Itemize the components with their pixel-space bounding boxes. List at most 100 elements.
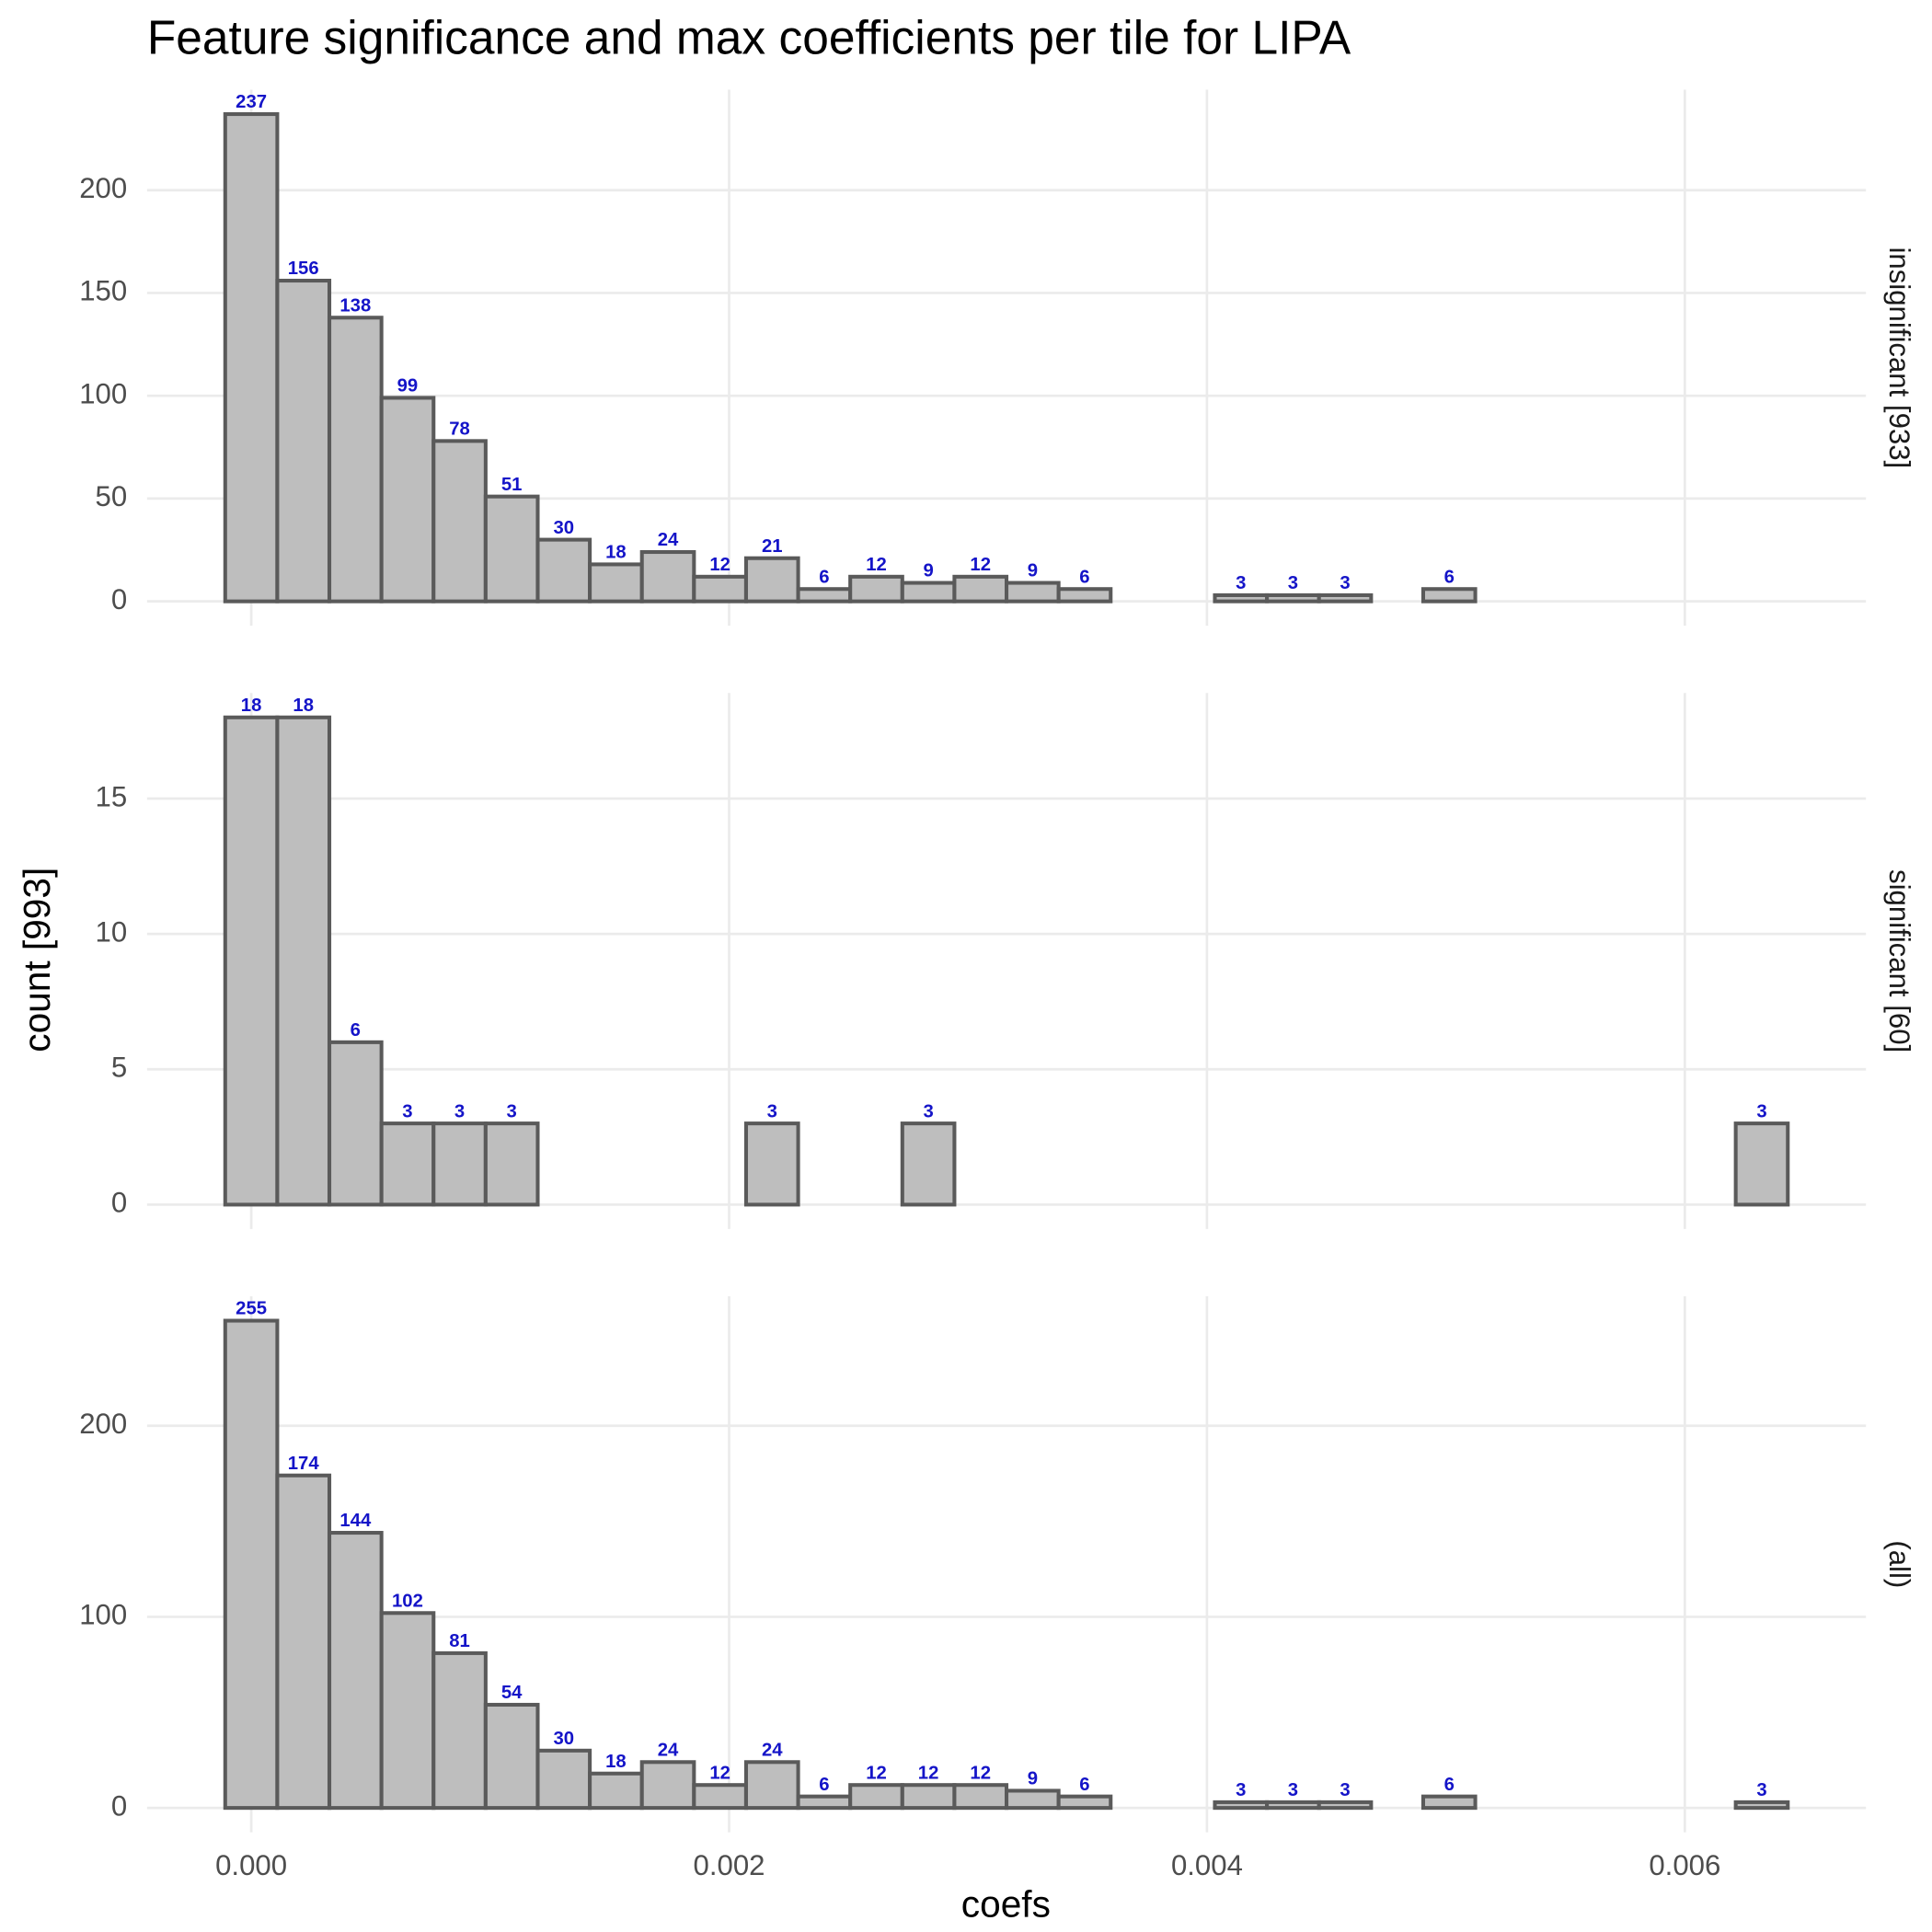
bar-value-label: 237 [236,92,267,112]
y-tick-label: 10 [96,915,128,948]
bar-value-label: 9 [923,561,933,581]
chart-title: Feature significance and max coefficient… [147,10,1351,63]
y-tick-label: 200 [79,172,127,204]
histogram-bar [1420,1794,1478,1811]
y-tick-label: 150 [79,275,127,307]
bar-value-label: 174 [288,1454,320,1474]
bar-value-label: 3 [1756,1101,1766,1121]
histogram-bar [639,1760,696,1811]
bar-value-label: 51 [501,475,523,495]
bar-value-label: 18 [605,543,627,563]
histogram-bar [223,1318,280,1811]
histogram-bar [275,715,332,1207]
bar-value-label: 12 [866,555,887,575]
bar-value-label: 12 [866,1763,887,1783]
bar-value-label: 12 [709,1763,730,1783]
histogram-bar [1317,1800,1374,1811]
histogram-bar [1213,1800,1270,1811]
bar-value-label: 9 [1028,1769,1038,1789]
histogram-bar [223,111,280,604]
y-tick-label: 200 [79,1408,127,1440]
histogram-bar [327,316,384,604]
histogram-bar [796,1794,853,1811]
histogram-bar [483,1121,540,1207]
bar-value-label: 24 [658,530,679,550]
histogram-bar [1213,592,1270,604]
y-tick-label: 100 [79,1599,127,1631]
bar-value-label: 3 [507,1101,517,1121]
bar-value-label: 18 [293,696,314,716]
bar-value-label: 81 [449,1631,470,1651]
facet-label: (all) [1883,1540,1915,1588]
bar-value-label: 6 [1444,567,1455,587]
bar-value-label: 24 [658,1740,679,1760]
y-tick-label: 0 [111,1789,127,1822]
bar-value-label: 6 [351,1020,361,1041]
histogram-bar [1733,1800,1790,1811]
histogram-bar [223,715,280,1207]
histogram-bar [535,1748,592,1811]
bar-value-label: 12 [918,1763,939,1783]
bar-value-label: 54 [501,1683,523,1703]
histogram-bar [588,562,644,604]
bar-value-label: 3 [1756,1780,1766,1800]
facet-label: insignificant [933] [1883,247,1915,468]
histogram-bar [327,1531,384,1811]
y-tick-label: 5 [111,1052,127,1084]
bar-value-label: 3 [1288,573,1298,593]
bar-value-label: 12 [970,555,991,575]
histogram-bar [796,587,853,604]
histogram-bar [1317,592,1374,604]
bar-value-label: 30 [554,1729,575,1749]
bar-value-label: 3 [1340,1780,1350,1800]
bar-value-label: 6 [819,567,829,587]
histogram-bar [483,494,540,604]
bar-value-label: 24 [762,1740,783,1760]
facet-label: significant [60] [1883,869,1915,1052]
histogram-bar [900,581,957,604]
x-tick-label: 0.000 [215,1849,287,1881]
histogram-bar [379,1611,436,1811]
bar-value-label: 9 [1028,561,1038,581]
bar-value-label: 12 [970,1763,991,1783]
histogram-bar [379,396,436,604]
y-axis-title: count [993] [16,868,58,1052]
histogram-bar [1004,1788,1061,1811]
bar-value-label: 102 [392,1591,423,1611]
histogram-bar [1004,581,1061,604]
bar-value-label: 6 [819,1775,829,1795]
histogram-bar [588,1771,644,1811]
x-tick-label: 0.006 [1649,1849,1720,1881]
bar-value-label: 255 [236,1299,267,1319]
bar-value-label: 6 [1079,567,1089,587]
histogram-bar [1265,592,1321,604]
bar-value-label: 3 [1236,573,1246,593]
bar-value-label: 3 [454,1101,465,1121]
y-tick-label: 50 [96,480,128,512]
bar-value-label: 99 [397,376,419,397]
histogram-bar [431,1650,488,1811]
histogram-bar [275,279,332,604]
histogram-bar [900,1121,957,1207]
x-tick-label: 0.004 [1171,1849,1243,1881]
bar-value-label: 156 [288,259,319,279]
histogram-bar [327,1040,384,1207]
y-tick-label: 100 [79,377,127,409]
bar-value-label: 3 [923,1101,933,1121]
histogram-bar [639,549,696,604]
histogram-bar [743,1760,800,1811]
histogram-bar [692,1783,748,1811]
histogram-bar [848,1783,904,1811]
bar-value-label: 30 [554,518,575,538]
histogram-bar [1056,587,1113,604]
histogram-bar [379,1121,436,1207]
bar-value-label: 78 [449,420,470,440]
histogram-bar [483,1702,540,1811]
bar-value-label: 3 [1340,573,1350,593]
histogram-bar [743,1121,800,1207]
bar-value-label: 3 [1288,1780,1298,1800]
histogram-bar [535,537,592,604]
bar-value-label: 3 [767,1101,777,1121]
